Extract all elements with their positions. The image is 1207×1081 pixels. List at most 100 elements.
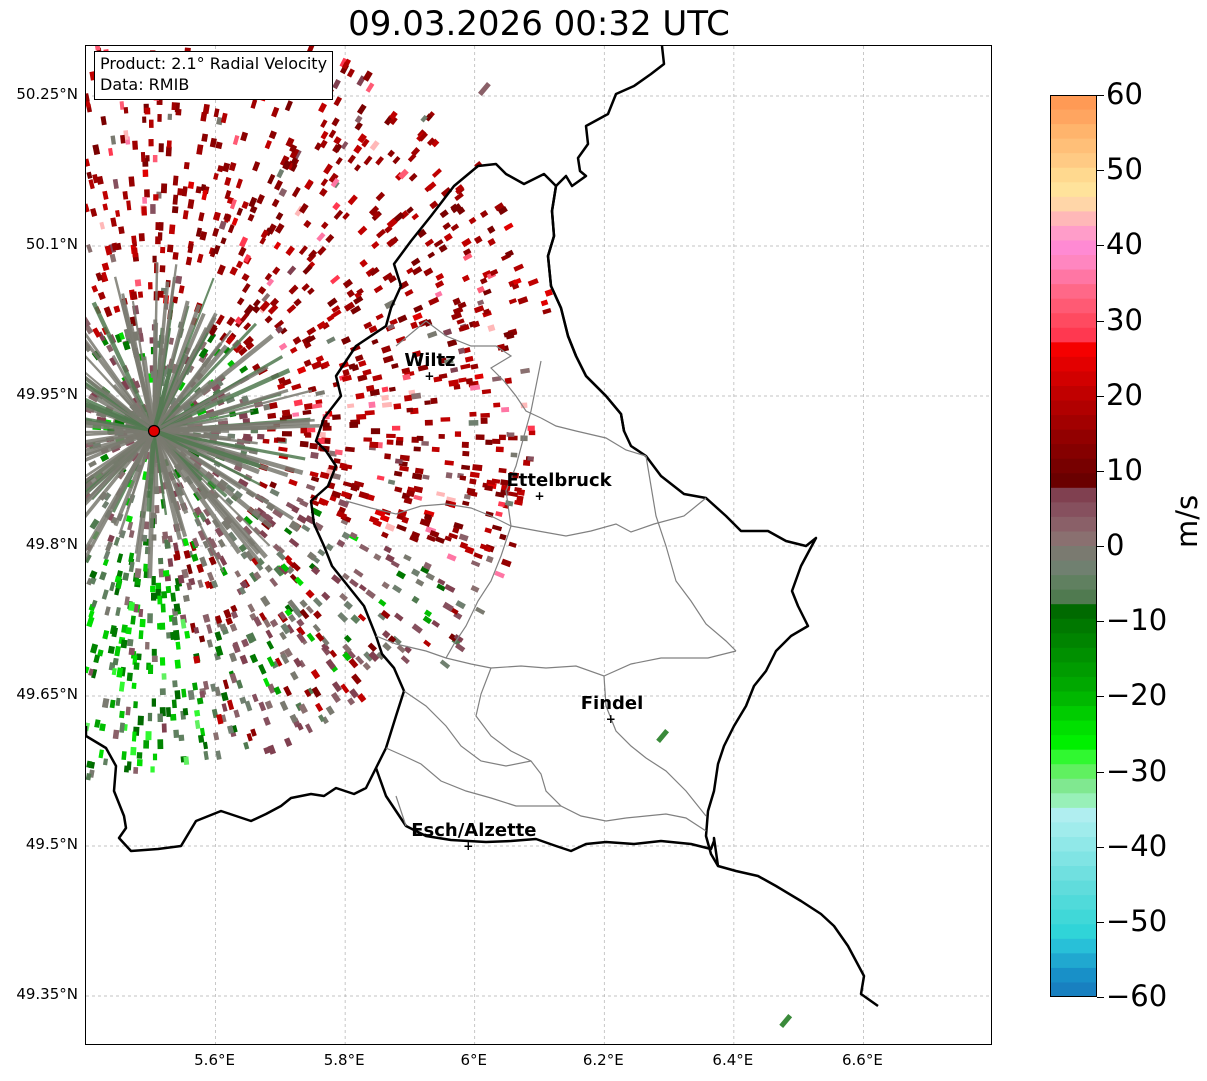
velocity-bin <box>252 526 262 536</box>
velocity-bin <box>201 189 208 201</box>
velocity-bin <box>264 564 273 573</box>
velocity-bin <box>89 570 98 579</box>
velocity-bin <box>342 278 353 289</box>
velocity-bin <box>412 350 422 358</box>
velocity-bin <box>340 490 351 499</box>
velocity-bin <box>375 313 384 321</box>
velocity-bin <box>342 651 352 662</box>
velocity-bin <box>309 471 319 478</box>
velocity-bin <box>105 541 113 552</box>
colorbar-band <box>1050 371 1097 387</box>
velocity-bin <box>249 653 259 664</box>
colorbar-tick-mark <box>1097 921 1104 923</box>
velocity-bin <box>258 663 267 675</box>
velocity-bin <box>318 714 326 723</box>
velocity-bin <box>291 383 302 391</box>
velocity-bin <box>411 266 423 276</box>
velocity-bin <box>503 222 514 231</box>
velocity-bin <box>115 697 121 707</box>
velocity-bin <box>211 383 221 393</box>
velocity-bin <box>173 603 181 612</box>
velocity-bin <box>362 662 371 671</box>
velocity-bin <box>377 612 387 621</box>
map-canvas[interactable]: +Wiltz+Ettelbruck+Findel+Esch/Alzette <box>86 46 992 1045</box>
velocity-bin <box>510 452 518 458</box>
velocity-bin <box>452 297 462 306</box>
velocity-bin <box>263 746 271 755</box>
velocity-bin <box>461 237 472 248</box>
velocity-bin <box>430 138 440 148</box>
velocity-bin <box>351 673 362 685</box>
velocity-bin <box>227 224 235 234</box>
radar-map[interactable]: + Wiltz + Ettelbruck + Findel + Esch/Alzette <box>85 45 992 1045</box>
velocity-bin <box>497 343 506 351</box>
radar-site-marker[interactable] <box>147 424 161 438</box>
velocity-bin <box>132 655 138 665</box>
velocity-bin <box>200 111 208 122</box>
colorbar-band <box>1050 429 1097 445</box>
velocity-bin <box>387 323 395 331</box>
velocity-bin <box>340 336 351 345</box>
velocity-bin <box>147 613 153 624</box>
product-info-box: Product: 2.1° Radial Velocity Data: RMIB <box>94 51 334 100</box>
velocity-bin <box>118 332 125 341</box>
velocity-bin <box>88 610 95 619</box>
velocity-bin <box>229 623 238 632</box>
velocity-bin <box>260 595 271 607</box>
velocity-bin <box>157 739 164 750</box>
colorbar-band <box>1050 778 1097 794</box>
velocity-bin <box>440 186 453 198</box>
velocity-bin <box>375 228 387 239</box>
velocity-bin <box>128 561 135 573</box>
velocity-bin <box>310 451 319 459</box>
y-tick-label: 49.5°N <box>25 835 78 853</box>
velocity-bin <box>132 140 139 150</box>
velocity-bin <box>214 631 223 641</box>
velocity-bin <box>90 643 99 654</box>
velocity-spoke <box>113 276 156 432</box>
velocity-bin <box>375 191 386 202</box>
velocity-bin <box>331 681 343 693</box>
velocity-bin <box>142 196 148 204</box>
velocity-bin <box>86 158 91 168</box>
colorbar-band <box>1050 807 1097 824</box>
velocity-bin <box>318 497 330 507</box>
velocity-bin <box>325 543 334 552</box>
colorbar-band <box>1050 400 1097 416</box>
velocity-bin <box>430 397 438 405</box>
velocity-bin <box>305 432 312 438</box>
velocity-bin <box>393 211 405 223</box>
velocity-bin <box>342 572 350 581</box>
velocity-bin <box>183 756 190 766</box>
velocity-bin <box>242 525 253 536</box>
velocity-bin <box>303 219 312 229</box>
velocity-bin <box>451 311 463 321</box>
x-tick-label: 6.6°E <box>842 1051 883 1069</box>
velocity-bin <box>231 217 239 226</box>
colorbar-tick-label: 0 <box>1106 528 1125 562</box>
colorbar-band <box>1050 749 1097 765</box>
velocity-bin <box>101 262 110 272</box>
velocity-bin <box>199 556 208 568</box>
velocity-bin <box>180 618 187 629</box>
velocity-bin <box>282 159 292 171</box>
velocity-bin <box>127 521 134 531</box>
velocity-bin <box>177 574 185 584</box>
velocity-bin <box>399 465 409 472</box>
velocity-bin <box>140 151 146 162</box>
velocity-bin <box>206 480 217 491</box>
velocity-bin <box>424 609 433 618</box>
velocity-bin <box>395 570 406 580</box>
velocity-bin <box>368 325 378 334</box>
velocity-bin <box>388 115 398 126</box>
colorbar-band <box>1050 560 1097 576</box>
velocity-bin <box>325 705 335 716</box>
velocity-bin <box>321 591 331 601</box>
colorbar-frame <box>1050 95 1097 997</box>
velocity-bin <box>199 690 206 699</box>
velocity-bin <box>354 354 364 362</box>
colorbar-tick-mark <box>1097 320 1104 322</box>
city-marker: + <box>463 839 473 853</box>
velocity-bin <box>284 608 293 617</box>
velocity-bin <box>91 668 98 679</box>
